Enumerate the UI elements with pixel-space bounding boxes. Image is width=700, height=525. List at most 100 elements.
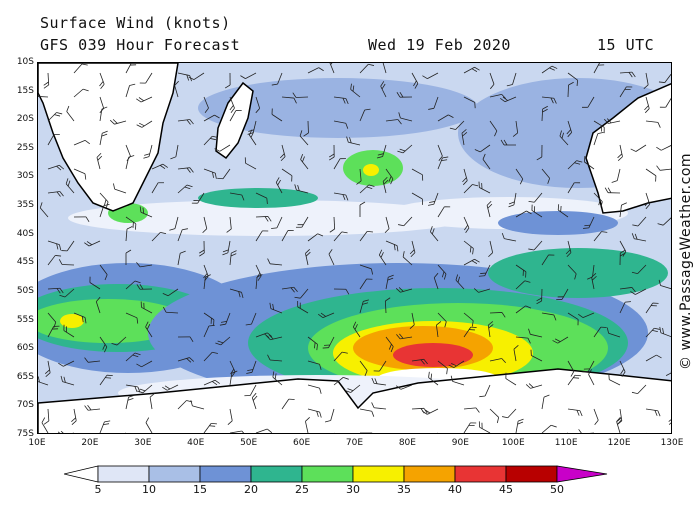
- wind-barb: [541, 312, 557, 321]
- wind-barb: [593, 131, 604, 146]
- lat-label: 60S: [16, 343, 34, 354]
- wind-barb: [541, 168, 551, 184]
- wind-barb: [463, 66, 480, 74]
- wind-barb: [151, 163, 168, 170]
- wind-barb: [84, 240, 101, 247]
- wind-barb: [244, 157, 257, 170]
- wind-barb: [96, 152, 103, 170]
- wind-barb: [279, 144, 286, 162]
- wind-barb: [229, 109, 242, 122]
- wind-barb: [73, 63, 88, 74]
- wind-barb: [265, 334, 283, 341]
- wind-barb: [47, 134, 60, 146]
- wind-barb: [593, 120, 605, 134]
- wind-barb: [437, 264, 447, 280]
- wind-barb: [307, 384, 322, 394]
- wind-barb: [656, 144, 671, 151]
- wind-barb: [125, 216, 137, 230]
- wind-barb: [583, 216, 595, 229]
- wind-barb: [528, 328, 543, 338]
- wind-barb: [541, 394, 550, 410]
- legend-label: 25: [295, 483, 309, 496]
- wind-barb: [229, 250, 237, 266]
- wind-barb: [203, 312, 215, 326]
- wind-barb: [567, 408, 583, 417]
- wind-barb: [322, 336, 335, 349]
- wind-barb: [385, 432, 389, 433]
- wind-barb: [47, 164, 65, 171]
- wind-barb: [512, 120, 519, 137]
- wind-barb: [66, 105, 75, 122]
- wind-barb: [255, 428, 273, 433]
- lon-label: 60E: [293, 438, 311, 448]
- wind-barb: [449, 120, 465, 130]
- wind-barb: [502, 408, 517, 419]
- wind-barb: [248, 129, 257, 146]
- wind-barb: [382, 176, 389, 194]
- wind-barb: [38, 376, 49, 386]
- lon-label: 70E: [345, 438, 364, 448]
- wind-barb: [44, 360, 51, 377]
- wind-barb: [619, 202, 627, 218]
- wind-barb: [422, 72, 439, 80]
- wind-barb: [275, 177, 283, 194]
- lat-label: 15S: [16, 85, 34, 96]
- wind-barb: [515, 264, 527, 278]
- lat-label: 70S: [16, 400, 34, 411]
- wind-barb: [385, 274, 394, 290]
- wind-barb: [203, 379, 220, 386]
- wind-barb: [608, 373, 621, 386]
- wind-barb: [428, 371, 439, 386]
- wind-barb: [125, 312, 139, 324]
- wind-barb: [396, 91, 413, 98]
- wind-barb: [508, 192, 517, 208]
- wind-barb: [203, 274, 211, 290]
- wind-barb: [151, 231, 167, 242]
- wind-barb: [203, 422, 217, 433]
- wind-barb: [593, 326, 607, 338]
- wind-barb: [665, 360, 671, 377]
- wind-barb: [411, 358, 428, 365]
- wind-barb: [73, 312, 87, 324]
- wind-barb: [328, 249, 335, 266]
- legend-swatch: [148, 465, 201, 483]
- wind-barb: [329, 216, 336, 233]
- wind-barb: [356, 168, 362, 185]
- wind-barb: [41, 417, 49, 433]
- wind-barb: [73, 216, 90, 223]
- wind-barb: [215, 336, 231, 346]
- wind-barb: [478, 421, 491, 433]
- wind-barb: [359, 108, 371, 122]
- lat-label: 10S: [16, 57, 34, 67]
- wind-barb: [552, 336, 569, 344]
- wind-barb: [47, 191, 64, 197]
- wind-barb: [255, 230, 269, 242]
- wind-barb: [371, 377, 387, 386]
- wind-barb: [489, 408, 500, 424]
- wind-barb: [643, 72, 649, 89]
- wind-barb: [567, 81, 574, 98]
- wind-barb: [47, 287, 64, 294]
- wind-barb: [255, 192, 268, 205]
- wind-barb: [245, 312, 257, 326]
- wind-barb: [461, 129, 468, 146]
- wind-barb: [582, 360, 595, 373]
- wind-barb: [169, 216, 179, 231]
- wind-barb: [530, 349, 543, 362]
- wind-barb: [644, 96, 650, 114]
- wind-barb: [567, 374, 581, 386]
- wind-barb: [541, 96, 557, 104]
- wind-barb: [125, 249, 132, 266]
- wind-barb: [333, 96, 349, 105]
- lon-label: 100E: [501, 438, 525, 448]
- wind-barb: [57, 430, 75, 433]
- wind-barb: [463, 312, 474, 327]
- wind-barb: [398, 216, 413, 227]
- wind-barb: [139, 72, 153, 84]
- legend-label: 45: [499, 483, 513, 496]
- wind-barb: [428, 192, 439, 206]
- wind-barb: [515, 280, 531, 290]
- wind-barb: [346, 136, 361, 146]
- wind-barb: [619, 249, 626, 266]
- wind-barb: [295, 216, 309, 228]
